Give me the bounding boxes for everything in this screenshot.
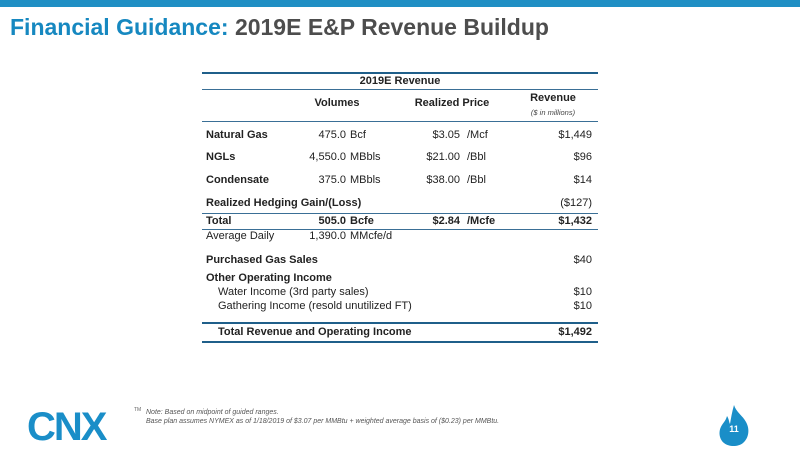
water-income-revenue: $10 — [573, 286, 592, 298]
row-price-unit: /Bbl — [467, 151, 486, 163]
row-volume-unit: MBbls — [350, 174, 381, 186]
row-label-gathering-income: Gathering Income (resold unutilized FT) — [218, 300, 412, 312]
col-header-realized-price: Realized Price — [414, 97, 490, 109]
trademark-mark: TM — [134, 407, 141, 413]
grand-total-bottom-rule — [202, 341, 598, 343]
row-price: $38.00 — [426, 174, 460, 186]
col-header-revenue: Revenue — [530, 92, 576, 104]
col-header-revenue-sub: ($ in millions) — [530, 108, 576, 117]
row-revenue-hedging: ($127) — [560, 197, 592, 209]
row-volume-unit: MBbls — [350, 151, 381, 163]
total-volume: 505.0 — [318, 215, 346, 227]
grand-total-revenue: $1,492 — [558, 326, 592, 338]
row-label-grand-total: Total Revenue and Operating Income — [218, 326, 412, 338]
total-top-rule — [202, 213, 598, 214]
row-volume: 4,550.0 — [309, 151, 346, 163]
footer-note: Note: Based on midpoint of guided ranges… — [146, 408, 499, 426]
cnx-logo-wordmark: CNX — [27, 405, 108, 444]
grand-total-top-rule — [202, 322, 598, 324]
row-price: $3.05 — [432, 129, 460, 141]
row-label-water-income: Water Income (3rd party sales) — [218, 286, 369, 298]
row-revenue: $96 — [573, 151, 592, 163]
row-price-unit: /Mcf — [467, 129, 488, 141]
flame-icon — [719, 405, 749, 446]
purchased-gas-revenue: $40 — [573, 254, 592, 266]
row-revenue: $14 — [573, 174, 592, 186]
column-header-rule — [202, 121, 598, 122]
top-accent-bar — [0, 0, 800, 7]
row-volume: 375.0 — [318, 174, 346, 186]
row-label-condensate: Condensate — [206, 174, 269, 186]
row-label-natural-gas: Natural Gas — [206, 129, 268, 141]
row-label-hedging: Realized Hedging Gain/(Loss) — [206, 197, 362, 209]
row-volume-unit: Bcf — [350, 129, 366, 141]
col-header-volumes: Volumes — [314, 97, 360, 109]
average-daily-volume: 1,390.0 — [309, 230, 346, 242]
group-header: 2019E Revenue — [359, 75, 441, 87]
total-bottom-rule — [202, 229, 598, 230]
table-top-rule — [202, 72, 598, 74]
footer-note-line-2: Base plan assumes NYMEX as of 1/18/2019 … — [146, 418, 500, 425]
row-label-other-operating: Other Operating Income — [206, 272, 332, 284]
cnx-logo: CNX TM — [27, 405, 141, 444]
row-volume: 475.0 — [318, 129, 346, 141]
average-daily-unit: MMcfe/d — [350, 230, 393, 242]
row-label-ngls: NGLs — [206, 151, 236, 163]
total-revenue: $1,432 — [558, 215, 592, 227]
footer-note-line-1: Note: Based on midpoint of guided ranges… — [146, 409, 279, 416]
page-title: Financial Guidance: 2019E E&P Revenue Bu… — [10, 14, 549, 41]
page-number: 11 — [729, 424, 739, 434]
group-header-rule — [202, 89, 598, 90]
row-price-unit: /Bbl — [467, 174, 486, 186]
total-volume-unit: Bcfe — [350, 215, 374, 227]
total-price: $2.84 — [432, 215, 460, 227]
page-title-prefix: Financial Guidance: — [10, 14, 229, 40]
total-price-unit: /Mcfe — [467, 215, 496, 227]
row-label-average-daily: Average Daily — [206, 230, 275, 242]
page-title-main: 2019E E&P Revenue Buildup — [234, 14, 549, 40]
row-price: $21.00 — [426, 151, 460, 163]
row-revenue: $1,449 — [558, 129, 592, 141]
gathering-income-revenue: $10 — [573, 300, 592, 312]
row-label-purchased-gas: Purchased Gas Sales — [206, 254, 318, 266]
row-label-total: Total — [206, 215, 232, 227]
